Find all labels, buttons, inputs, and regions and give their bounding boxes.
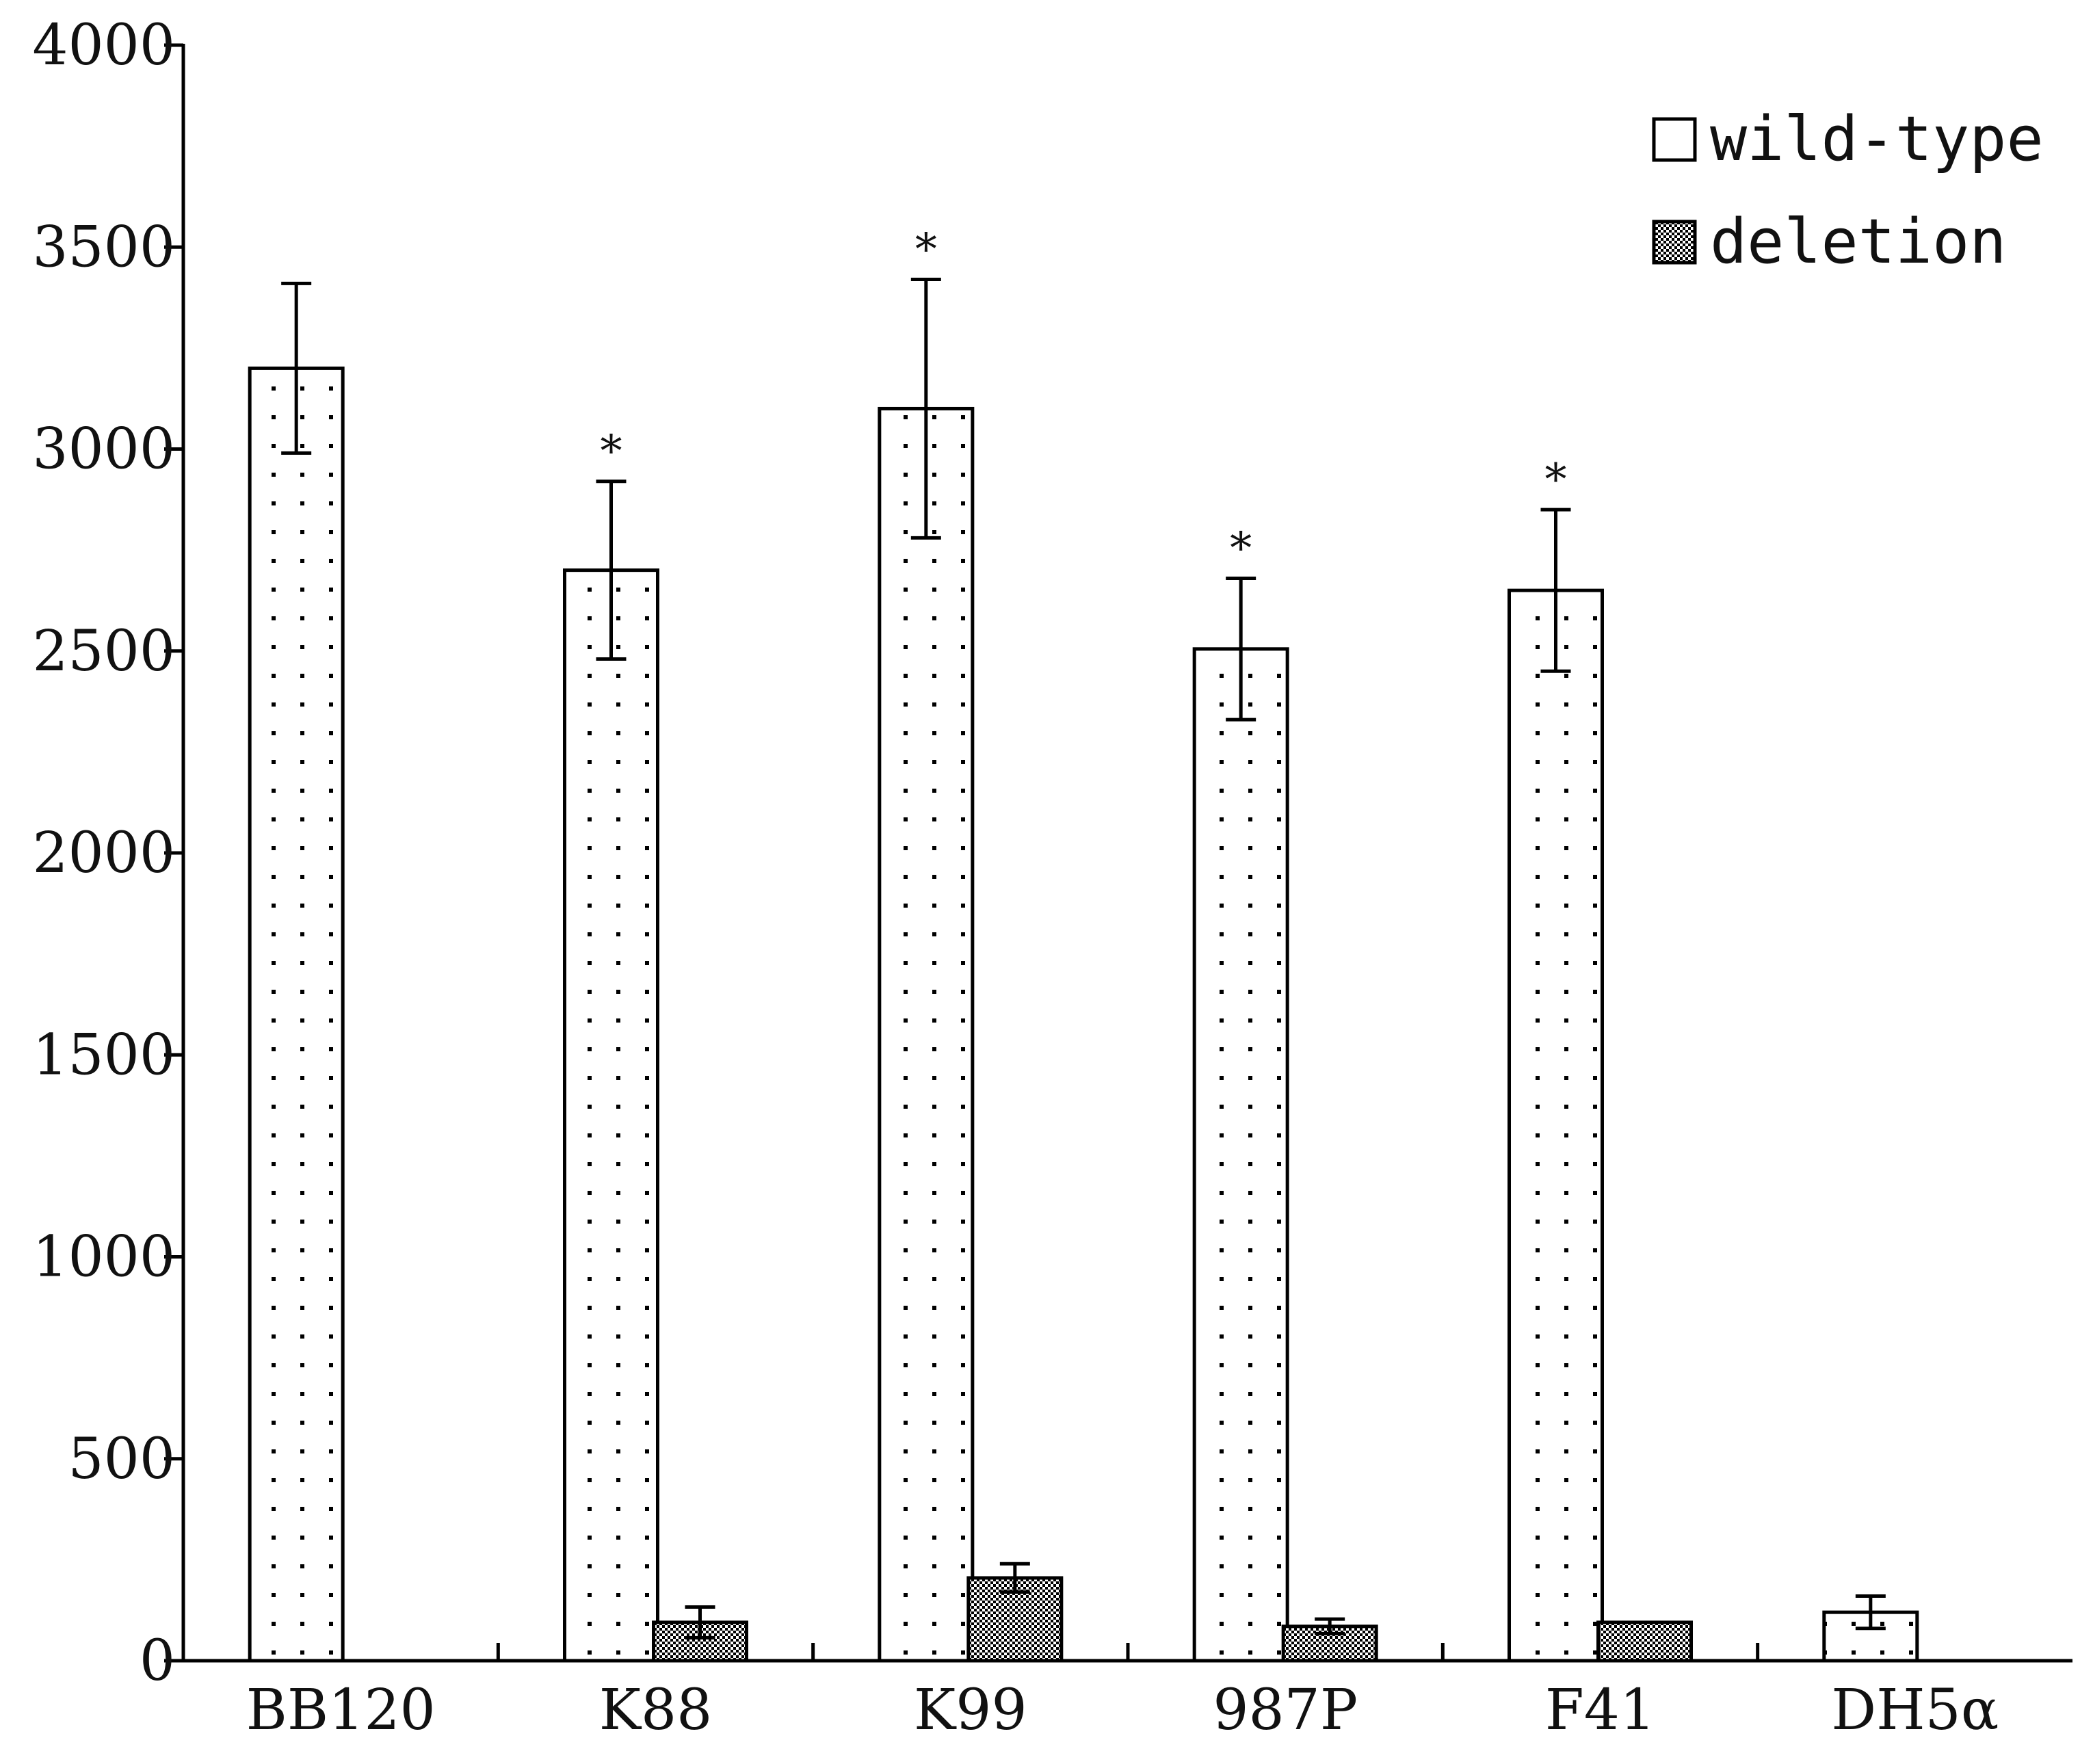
legend-item-deletion: deletion: [1652, 206, 2006, 278]
x-tick-label: K99: [914, 1678, 1027, 1743]
y-tick-label: 0: [140, 1629, 175, 1694]
x-tick-label: F41: [1545, 1678, 1655, 1743]
y-tick-label: 2000: [32, 821, 175, 886]
error-bar-wild-type-BB120: [281, 281, 312, 455]
x-tick-label: K88: [599, 1678, 713, 1743]
y-tick-label: 1500: [32, 1023, 175, 1088]
legend-swatch: [1652, 117, 1697, 162]
significance-marker: *: [1230, 523, 1252, 574]
y-tick-label: 1000: [32, 1225, 175, 1290]
bar-wild-type-F41: [1508, 588, 1604, 1663]
significance-marker: *: [1545, 455, 1567, 505]
bar-wild-type-987P: [1192, 647, 1289, 1663]
y-tick-label: 4000: [32, 13, 175, 78]
y-tick-label: 500: [68, 1427, 175, 1492]
error-bar-wild-type-987P: [1226, 576, 1256, 722]
bar-wild-type-BB120: [248, 366, 345, 1663]
x-tick-label: DH5α: [1831, 1678, 1999, 1743]
y-tick-label: 2500: [32, 619, 175, 684]
error-bar-wild-type-K99: [910, 277, 941, 540]
error-bar-wild-type-DH5α: [1855, 1594, 1886, 1631]
error-bar-wild-type-K88: [596, 479, 627, 661]
y-tick-label: 3500: [32, 215, 175, 280]
legend-label: wild-type: [1710, 103, 2044, 175]
error-bar-deletion-K99: [999, 1562, 1030, 1594]
bar-deletion-F41: [1596, 1620, 1693, 1663]
y-tick-label: 3000: [32, 417, 175, 482]
error-bar-deletion-987P: [1315, 1617, 1345, 1635]
significance-marker: *: [601, 427, 622, 477]
significance-marker: *: [915, 224, 937, 275]
bar-wild-type-K99: [878, 406, 975, 1663]
legend-label: deletion: [1710, 206, 2006, 278]
error-bar-deletion-K88: [685, 1605, 715, 1640]
bar-wild-type-K88: [563, 568, 659, 1663]
legend-item-wild-type: wild-type: [1652, 103, 2044, 175]
legend-swatch: [1652, 220, 1697, 265]
error-bar-wild-type-F41: [1540, 508, 1571, 673]
x-tick-label: 987P: [1213, 1678, 1358, 1743]
x-tick-label: BB120: [246, 1678, 436, 1743]
